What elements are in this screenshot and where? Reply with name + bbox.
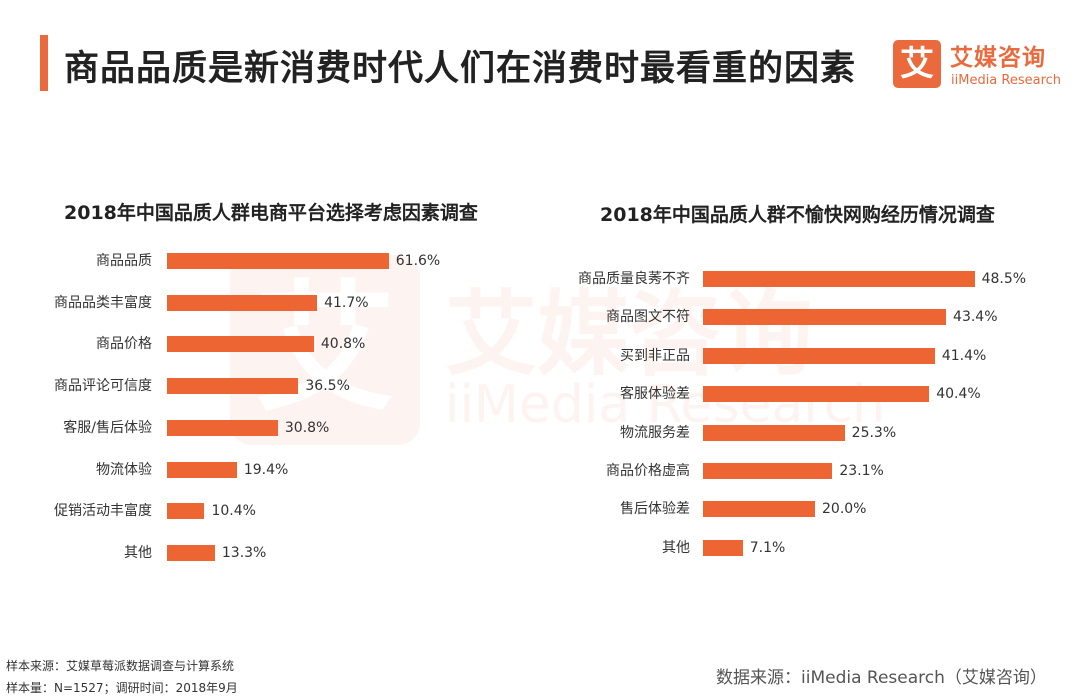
left-bar xyxy=(167,294,318,311)
left-category-label: 其他 xyxy=(124,544,152,561)
right-bar xyxy=(703,539,743,556)
right-value-label: 40.4% xyxy=(936,386,981,403)
right-chart-title: 2018年中国品质人群不愉快网购经历情况调查 xyxy=(600,204,995,226)
right-value-label: 25.3% xyxy=(851,424,897,441)
left-category-label: 商品品质 xyxy=(96,253,152,269)
left-category-label: 促销活动丰富度 xyxy=(54,503,152,520)
right-value-label: 41.4% xyxy=(941,347,987,364)
right-category-label: 其他 xyxy=(662,539,690,556)
left-category-label: 商品评论可信度 xyxy=(54,378,152,395)
right-category-label: 客服体验差 xyxy=(620,386,690,403)
logo-cn-name: 艾媒咨询 xyxy=(950,45,1046,71)
right-bar xyxy=(703,424,845,441)
left-value-label: 41.7% xyxy=(324,294,369,311)
left-chart-title: 2018年中国品质人群电商平台选择考虑因素调查 xyxy=(64,202,478,224)
right-category-label: 商品质量良莠不齐 xyxy=(578,271,690,287)
left-value-label: 40.8% xyxy=(320,336,366,353)
right-value-label: 23.1% xyxy=(839,463,884,479)
left-value-label: 19.4% xyxy=(243,461,289,478)
right-bar xyxy=(703,501,815,518)
right-value-label: 20.0% xyxy=(822,501,867,518)
left-value-label: 30.8% xyxy=(284,419,330,436)
logo-en-name: iiMedia Research xyxy=(951,73,1062,88)
right-value-label: 43.4% xyxy=(953,309,998,326)
left-bar xyxy=(167,336,314,353)
left-category-label: 商品品类丰富度 xyxy=(54,294,152,311)
left-bar xyxy=(167,544,215,561)
left-value-label: 61.6% xyxy=(395,253,441,269)
left-value-label: 10.4% xyxy=(211,503,256,520)
left-bar xyxy=(167,503,205,520)
right-value-label: 48.5% xyxy=(981,271,1027,287)
brand-logo: 艾 艾媒咨询 iiMedia Research xyxy=(893,38,1063,94)
left-category-label: 客服/售后体验 xyxy=(63,419,152,436)
page-title: 商品品质是新消费时代人们在消费时最看重的因素 xyxy=(64,49,857,89)
right-category-label: 物流服务差 xyxy=(620,424,690,441)
left-category-label: 物流体验 xyxy=(96,461,152,478)
sample-source-note: 样本来源：艾媒草莓派数据调查与计算系统 xyxy=(6,659,235,673)
data-source-note: 数据来源：iiMedia Research（艾媒咨询） xyxy=(716,668,1047,688)
right-value-label: 7.1% xyxy=(749,539,786,556)
left-value-label: 13.3% xyxy=(221,544,267,561)
right-category-label: 商品价格虚高 xyxy=(606,463,690,479)
right-bar xyxy=(703,309,947,326)
left-bar xyxy=(167,461,237,478)
left-bar xyxy=(167,253,389,269)
left-bar xyxy=(167,419,278,436)
left-bar xyxy=(167,378,299,395)
right-category-label: 买到非正品 xyxy=(620,347,690,364)
title-accent-bar xyxy=(40,35,48,91)
right-bar xyxy=(703,271,975,287)
right-bar xyxy=(703,386,930,403)
right-bar xyxy=(703,347,935,364)
sample-size-note: 样本量：N=1527；调研时间：2018年9月 xyxy=(6,681,238,695)
left-category-label: 商品价格 xyxy=(96,336,152,353)
left-value-label: 36.5% xyxy=(305,378,350,395)
logo-mark: 艾 xyxy=(893,40,941,88)
right-category-label: 售后体验差 xyxy=(620,501,690,518)
right-category-label: 商品图文不符 xyxy=(606,309,690,326)
right-bar xyxy=(703,463,833,479)
